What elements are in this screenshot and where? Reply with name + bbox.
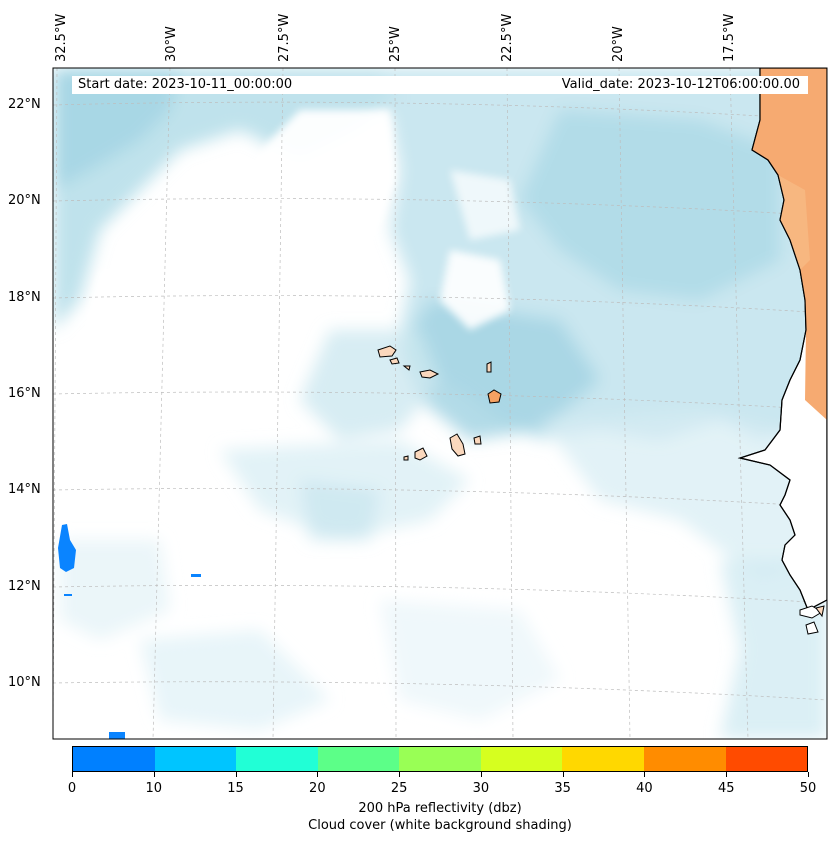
colorbar-segment <box>643 747 726 771</box>
colorbar-tick-label: 20 <box>309 781 326 796</box>
lon-label: 25°W <box>388 26 403 62</box>
colorbar-tick <box>153 772 155 777</box>
island-santa-luzia <box>402 365 411 371</box>
colorbar-tick <box>480 772 482 777</box>
lon-label: 32.5°W <box>54 13 69 62</box>
island-sao-vicente <box>389 357 400 365</box>
colorbar-tick <box>808 772 809 777</box>
island-brava <box>403 455 409 461</box>
cape-verde-islands <box>377 345 502 461</box>
colorbar-segment <box>317 747 400 771</box>
colorbar-tick-label: 30 <box>472 781 490 796</box>
colorbar-tick <box>562 772 564 777</box>
island-fogo <box>414 447 428 461</box>
lat-label: 14°N <box>8 482 41 497</box>
colorbar-tick-label: 50 <box>799 781 817 796</box>
lat-label: 12°N <box>8 579 41 594</box>
reflectivity-cell-west <box>58 524 76 572</box>
island-sal <box>486 361 492 373</box>
colorbar-tick <box>726 772 728 777</box>
island-boa-vista <box>487 389 502 404</box>
start-date-label: Start date: 2023-10-11_00:00:00 <box>78 77 293 92</box>
graticule <box>53 68 827 739</box>
valid-date-label: Valid_date: 2023-10-12T06:00:00.00 <box>561 77 800 92</box>
colorbar-segment <box>480 747 563 771</box>
lon-label: 27.5°W <box>277 13 292 62</box>
cloud-white-gap <box>80 110 520 420</box>
colorbar-tick-label: 15 <box>227 781 244 796</box>
land-shading <box>752 68 827 420</box>
colorbar-tick <box>399 772 401 777</box>
island-sao-nicolau <box>419 369 440 379</box>
lat-label: 16°N <box>8 386 41 401</box>
lon-label: 20°W <box>611 26 626 62</box>
colorbar-segment <box>562 747 644 771</box>
colorbar-tick <box>235 772 237 777</box>
date-info-box: Start date: 2023-10-11_00:00:00 Valid_da… <box>72 76 808 94</box>
island-santiago <box>449 433 466 457</box>
island-maio <box>473 435 482 445</box>
lon-label: 30°W <box>164 26 179 62</box>
reflectivity-cells <box>58 524 201 739</box>
colorbar-tick <box>644 772 646 777</box>
colorbar-segment <box>399 747 481 771</box>
colorbar-segment <box>236 747 318 771</box>
colorbar-tick <box>72 772 73 777</box>
colorbar <box>72 746 808 772</box>
land-shading-light <box>778 175 810 270</box>
lat-label: 18°N <box>8 290 41 305</box>
reflectivity-cell-south <box>109 732 125 739</box>
lat-label: 10°N <box>8 675 41 690</box>
colorbar-segment <box>725 747 808 771</box>
colorbar-tick-label: 25 <box>390 781 408 796</box>
colorbar-tick <box>317 772 319 777</box>
colorbar-tick-label: 0 <box>67 781 77 796</box>
colorbar-subtitle: Cloud cover (white background shading) <box>308 818 572 833</box>
reflectivity-cell-small <box>191 574 201 577</box>
lon-label: 17.5°W <box>722 13 737 62</box>
colorbar-tick-label: 35 <box>554 781 571 796</box>
colorbar-segment <box>73 747 155 771</box>
colorbar-tick-label: 45 <box>717 781 735 796</box>
island-santo-antao <box>377 345 397 358</box>
lat-label: 22°N <box>8 97 41 112</box>
lon-label: 22.5°W <box>500 13 515 62</box>
colorbar-segment <box>154 747 237 771</box>
reflectivity-cell-tiny <box>64 594 72 596</box>
colorbar-tick-label: 40 <box>636 781 653 796</box>
colorbar-tick-label: 10 <box>145 781 163 796</box>
cloud-cover-shading <box>53 68 827 739</box>
colorbar-title: 200 hPa reflectivity (dbz) <box>358 801 522 816</box>
lat-label: 20°N <box>8 193 41 208</box>
map-frame <box>52 67 828 740</box>
